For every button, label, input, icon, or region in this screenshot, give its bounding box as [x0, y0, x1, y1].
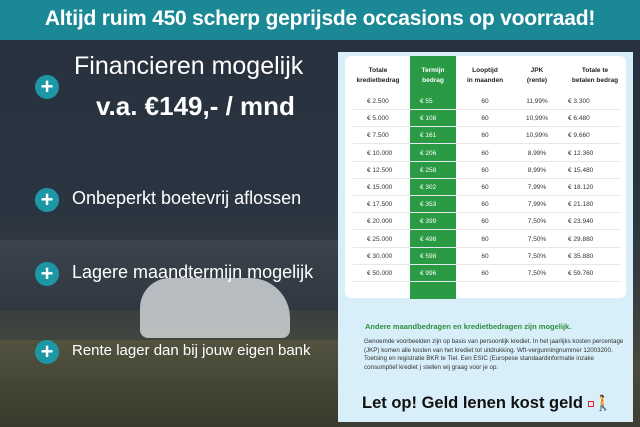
- table-row: € 10.000 € 206 60 8,99% € 12.360: [353, 145, 621, 162]
- plus-icon: +: [35, 262, 59, 286]
- table-row: € 30.000 € 598 60 7,50% € 35.880: [353, 248, 621, 265]
- column-header-line: in maanden: [466, 77, 504, 84]
- column-header: Looptijd in maanden: [450, 66, 520, 86]
- table-cell: € 399: [420, 218, 437, 226]
- table-cell: 60: [481, 184, 489, 191]
- table-cell: € 6.480: [568, 115, 590, 123]
- table-cell: € 21.180: [568, 201, 594, 209]
- table-cell: € 5.000: [367, 115, 389, 123]
- table-row: € 15.000 € 302 60 7,99% € 18.120: [353, 179, 621, 196]
- column-header: Totale te betalen bedrag: [560, 66, 630, 86]
- table-cell: € 3.300: [568, 98, 590, 105]
- table-cell: € 50.000: [367, 270, 393, 277]
- table-cell: 7,50%: [527, 235, 547, 243]
- table-cell: 7,99%: [527, 184, 547, 191]
- table-cell: € 302: [420, 184, 437, 191]
- table-cell: € 161: [420, 132, 437, 140]
- table-row: € 12.500 € 258 60 8,99% € 15.480: [353, 162, 621, 179]
- note-title: Andere maandbedragen en kredietbedragen …: [365, 322, 572, 331]
- column-header: JPK (rente): [502, 66, 572, 86]
- plus-icon: +: [35, 340, 59, 364]
- table-cell: € 20.000: [367, 218, 393, 226]
- feature-rate: Rente lager dan bij jouw eigen bank: [72, 342, 311, 359]
- table-cell: € 10.000: [367, 149, 393, 157]
- table-cell: 60: [481, 235, 489, 243]
- highlight-column: [410, 56, 456, 299]
- warning-label: Let op! Geld lenen kost geld: [362, 394, 583, 412]
- table-row: € 2.500 € 55 60 11,99% € 3.300: [353, 93, 621, 110]
- table-cell: 60: [481, 270, 489, 277]
- finance-table: [345, 56, 626, 298]
- table-cell: € 498: [420, 235, 437, 243]
- table-cell: 8,99%: [527, 149, 547, 157]
- table-cell: € 23.940: [568, 218, 594, 226]
- table-cell: € 15.000: [367, 184, 393, 191]
- table-cell: € 108: [420, 115, 437, 123]
- column-header-line: (rente): [526, 77, 548, 84]
- table-cell: € 598: [420, 252, 437, 260]
- table-cell: 60: [481, 149, 489, 157]
- table-cell: € 9.660: [568, 132, 590, 140]
- table-cell: 60: [481, 98, 489, 105]
- feature-repay: Onbeperkt boetevrij aflossen: [72, 188, 302, 208]
- table-cell: € 17.500: [367, 201, 393, 209]
- table-cell: 60: [481, 218, 489, 226]
- table-cell: € 59.760: [568, 270, 594, 277]
- column-header-line: Totale: [368, 67, 388, 74]
- table-row: € 50.000 € 996 60 7,50% € 59.760: [353, 265, 621, 282]
- note-body: Genoemde voorbeelden zijn op basis van p…: [364, 338, 624, 371]
- column-header-line: kredietbedrag: [356, 77, 400, 84]
- table-cell: € 30.000: [367, 252, 393, 260]
- person-with-ball-and-chain-icon: 🚶: [587, 395, 612, 412]
- table-cell: 60: [481, 132, 489, 140]
- table-cell: € 206: [420, 149, 437, 157]
- column-header: Termijn bedrag: [398, 66, 468, 86]
- feature-price: v.a. €149,- / mnd: [96, 91, 295, 121]
- table-cell: € 15.480: [568, 166, 594, 174]
- table-cell: 60: [481, 252, 489, 260]
- table-cell: € 35.880: [568, 252, 594, 260]
- column-header: Totale kredietbedrag: [343, 66, 413, 86]
- column-header-line: betalen bedrag: [571, 77, 619, 84]
- table-cell: 8,99%: [527, 166, 547, 174]
- table-row: € 20.000 € 399 60 7,50% € 23.940: [353, 213, 621, 231]
- table-row: € 7.500 € 161 60 10,99% € 9.660: [353, 127, 621, 145]
- table-cell: € 996: [420, 270, 437, 277]
- table-cell: € 18.120: [568, 184, 594, 191]
- table-cell: € 258: [420, 166, 437, 174]
- table-cell: 60: [481, 115, 489, 123]
- table-cell: € 25.000: [367, 235, 393, 243]
- table-cell: € 55: [420, 98, 433, 105]
- feature-lower-term: Lagere maandtermijn mogelijk: [72, 262, 314, 282]
- column-header-line: JPK: [530, 67, 544, 74]
- table-cell: € 353: [420, 201, 437, 209]
- warning-text: Let op! Geld lenen kost geld 🚶: [362, 394, 612, 413]
- table-cell: € 12.500: [367, 166, 393, 174]
- table-row: € 25.000 € 498 60 7,50% € 29.880: [353, 231, 621, 248]
- table-row: € 5.000 € 108 60 10,99% € 6.480: [353, 110, 621, 128]
- feature-financing: Financieren mogelijk: [74, 52, 304, 80]
- table-cell: 7,50%: [527, 252, 547, 260]
- table-cell: 7,50%: [527, 218, 547, 226]
- table-cell: € 7.500: [367, 132, 389, 140]
- column-header-line: Looptijd: [472, 67, 498, 74]
- table-cell: € 12.360: [568, 149, 594, 157]
- table-cell: 60: [481, 166, 489, 174]
- table-cell: € 2.500: [367, 98, 389, 105]
- column-header-line: bedrag: [422, 77, 444, 84]
- table-cell: 60: [481, 201, 489, 209]
- table-cell: € 29.880: [568, 235, 594, 243]
- column-header-line: Termijn: [421, 67, 445, 74]
- table-cell: 7,99%: [527, 201, 547, 209]
- table-cell: 10,99%: [525, 132, 549, 140]
- plus-icon: +: [35, 75, 59, 99]
- table-cell: 7,50%: [527, 270, 547, 277]
- table-cell: 11,99%: [526, 98, 548, 105]
- table-row: € 17.500 € 353 60 7,99% € 21.180: [353, 196, 621, 214]
- header-banner: Altijd ruim 450 scherp geprijsde occasio…: [0, 0, 640, 40]
- column-header-line: Totale te: [581, 67, 609, 74]
- plus-icon: +: [35, 188, 59, 212]
- table-cell: 10,99%: [525, 115, 549, 123]
